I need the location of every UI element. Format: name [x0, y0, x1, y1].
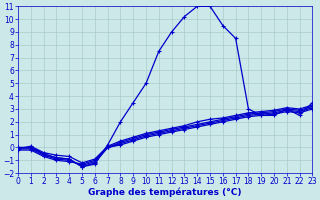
X-axis label: Graphe des températures (°C): Graphe des températures (°C)	[89, 188, 242, 197]
